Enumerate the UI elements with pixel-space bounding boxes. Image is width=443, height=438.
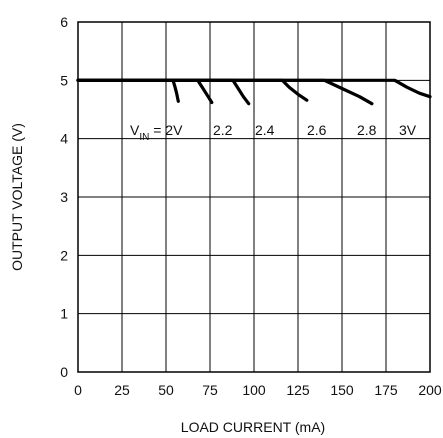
- y-tick-label: 6: [60, 14, 68, 30]
- series-line: [76, 78, 251, 106]
- series-label: 2.6: [307, 122, 327, 138]
- y-axis-label: OUTPUT VOLTAGE (V): [9, 123, 25, 271]
- x-tick-label: 75: [202, 382, 218, 398]
- x-tick-label: 150: [330, 382, 354, 398]
- x-tick-label: 25: [114, 382, 130, 398]
- vin-annotation-prefix: V: [130, 122, 140, 138]
- vin-annotation-subscript: IN: [139, 132, 149, 143]
- series-label: 2.2: [213, 122, 233, 138]
- y-tick-label: 1: [60, 306, 68, 322]
- series-line: [76, 78, 432, 99]
- x-tick-label: 0: [74, 382, 82, 398]
- vin-annotation: VIN = 2V: [130, 122, 183, 143]
- curves: [76, 78, 432, 106]
- series-label: 2.4: [255, 122, 275, 138]
- x-tick-label: 50: [158, 382, 174, 398]
- plot-frame: [77, 21, 431, 373]
- x-tick-label: 100: [242, 382, 266, 398]
- series-label: 3V: [399, 122, 417, 138]
- series-line: [76, 78, 180, 103]
- x-tick-labels: 0 25 50 75 100 125 150 175 200: [74, 382, 442, 398]
- series-line: [76, 78, 214, 105]
- vin-annotation-suffix: = 2V: [149, 122, 183, 138]
- y-tick-label: 2: [60, 247, 68, 263]
- y-tick-label: 5: [60, 72, 68, 88]
- x-axis-label: LOAD CURRENT (mA): [181, 419, 325, 435]
- y-tick-label: 4: [60, 131, 68, 147]
- x-tick-label: 175: [374, 382, 398, 398]
- x-tick-label: 125: [286, 382, 310, 398]
- series-line: [76, 78, 309, 102]
- series-label: 2.8: [357, 122, 377, 138]
- grid: [77, 21, 431, 373]
- y-tick-label: 3: [60, 189, 68, 205]
- y-tick-label: 0: [60, 364, 68, 380]
- x-tick-label: 200: [418, 382, 442, 398]
- y-tick-labels: 0 1 2 3 4 5 6: [60, 14, 68, 380]
